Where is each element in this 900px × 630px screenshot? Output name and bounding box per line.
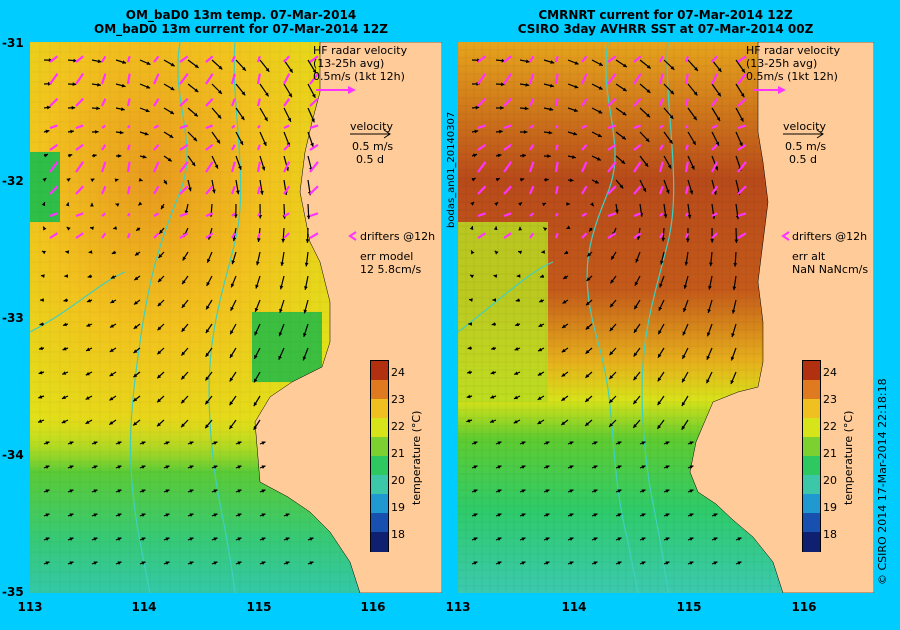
- right-velocity-d: 0.5 d: [789, 153, 817, 166]
- left-colorbar-label: temperature (°C): [410, 411, 423, 505]
- hf-radar-vector: [128, 213, 130, 216]
- right-x-tick-113: 113: [438, 600, 478, 614]
- right-panel-title: CMRNRT current for 07-Mar-2014 12Z CSIRO…: [457, 8, 874, 36]
- left-colorbar-tick: 23: [391, 393, 405, 406]
- right-colorbar-tick: 22: [823, 420, 837, 433]
- left-colorbar-tick: 20: [391, 474, 405, 487]
- left-x-tick-113: 113: [10, 600, 50, 614]
- right-colorbar-swatch: [803, 380, 820, 400]
- left-colorbar: 24 23 22 21 20 19 18 temperature (°C): [370, 360, 430, 550]
- right-colorbar-swatch: [803, 456, 820, 476]
- left-err-value: 12 5.8cm/s: [360, 263, 421, 276]
- hf-radar-vector: [258, 125, 260, 128]
- right-dataset-label: bodas_an01_20140307: [446, 112, 457, 228]
- left-colorbar-swatch: [371, 513, 388, 533]
- right-velocity-title: velocity: [783, 120, 826, 133]
- right-hf-scale: 0.5m/s (1kt 12h): [746, 70, 838, 83]
- left-colorbar-tick: 21: [391, 447, 405, 460]
- left-hf-avg: (13-25h avg): [313, 57, 384, 70]
- left-x-tick-114: 114: [124, 600, 164, 614]
- hf-radar-vector: [556, 213, 558, 216]
- y-tick-34: -34: [2, 448, 24, 462]
- left-hf-scale: 0.5m/s (1kt 12h): [313, 70, 405, 83]
- right-colorbar-swatch: [803, 361, 820, 381]
- left-colorbar-tick: 24: [391, 366, 405, 379]
- right-colorbar-tick: 20: [823, 474, 837, 487]
- right-colorbar-label: temperature (°C): [842, 411, 855, 505]
- right-x-tick-115: 115: [669, 600, 709, 614]
- right-err-value: NaN NaNcm/s: [792, 263, 868, 276]
- left-velocity-title: velocity: [350, 120, 393, 133]
- right-title-line2: CSIRO 3day AVHRR SST at 07-Mar-2014 00Z: [457, 22, 874, 36]
- right-err-label: err alt: [792, 250, 826, 263]
- left-colorbar-swatch: [371, 437, 388, 457]
- left-velocity-d: 0.5 d: [356, 153, 384, 166]
- left-colorbar-swatch: [371, 456, 388, 476]
- right-colorbar: 24 23 22 21 20 19 18 temperature (°C): [802, 360, 862, 550]
- credit-text: © CSIRO 2014 17-Mar-2014 22:18:18: [876, 378, 889, 585]
- left-colorbar-tick: 18: [391, 528, 405, 541]
- left-hf-title: HF radar velocity: [313, 44, 408, 57]
- right-colorbar-swatch: [803, 475, 820, 495]
- left-drifters-label: drifters @12h: [360, 230, 435, 243]
- hf-radar-vector: [686, 213, 688, 216]
- right-x-tick-114: 114: [554, 600, 594, 614]
- right-drifters-label: drifters @12h: [792, 230, 867, 243]
- right-title-line1: CMRNRT current for 07-Mar-2014 12Z: [457, 8, 874, 22]
- hf-radar-vector: [686, 125, 688, 128]
- y-tick-32: -32: [2, 174, 24, 188]
- right-velocity-ms: 0.5 m/s: [785, 140, 826, 153]
- hf-radar-vector: [258, 213, 260, 216]
- right-colorbar-swatch: [803, 513, 820, 533]
- right-colorbar-tick: 18: [823, 528, 837, 541]
- left-colorbar-tick: 19: [391, 501, 405, 514]
- left-colorbar-swatch: [371, 475, 388, 495]
- right-colorbar-tick: 21: [823, 447, 837, 460]
- left-title-line1: OM_baD0 13m temp. 07-Mar-2014: [40, 8, 442, 22]
- left-x-tick-116: 116: [353, 600, 393, 614]
- left-colorbar-swatch: [371, 494, 388, 514]
- left-title-line2: OM_baD0 13m current for 07-Mar-2014 12Z: [40, 22, 442, 36]
- right-colorbar-tick: 23: [823, 393, 837, 406]
- left-colorbar-tick: 22: [391, 420, 405, 433]
- right-colorbar-tick: 19: [823, 501, 837, 514]
- right-colorbar-swatch: [803, 418, 820, 438]
- right-hf-avg: (13-25h avg): [746, 57, 817, 70]
- hf-radar-vector: [556, 233, 558, 238]
- right-x-tick-116: 116: [784, 600, 824, 614]
- right-colorbar-swatch: [803, 437, 820, 457]
- hf-radar-vector: [128, 233, 130, 238]
- hf-radar-vector: [556, 125, 558, 128]
- right-colorbar-swatch: [803, 494, 820, 514]
- left-x-tick-115: 115: [239, 600, 279, 614]
- left-colorbar-swatch: [371, 418, 388, 438]
- left-colorbar-swatch: [371, 399, 388, 419]
- right-hf-title: HF radar velocity: [746, 44, 841, 57]
- y-tick-31: -31: [2, 36, 24, 50]
- left-colorbar-swatch: [371, 380, 388, 400]
- left-velocity-ms: 0.5 m/s: [352, 140, 393, 153]
- y-tick-35: -35: [2, 585, 24, 599]
- left-err-label: err model: [360, 250, 413, 263]
- right-colorbar-swatch: [803, 399, 820, 419]
- right-colorbar-tick: 24: [823, 366, 837, 379]
- right-colorbar-swatch: [803, 532, 820, 552]
- left-panel-title: OM_baD0 13m temp. 07-Mar-2014 OM_baD0 13…: [40, 8, 442, 36]
- hf-radar-vector: [128, 125, 130, 128]
- y-tick-33: -33: [2, 311, 24, 325]
- left-colorbar-swatch: [371, 532, 388, 552]
- left-colorbar-swatch: [371, 361, 388, 381]
